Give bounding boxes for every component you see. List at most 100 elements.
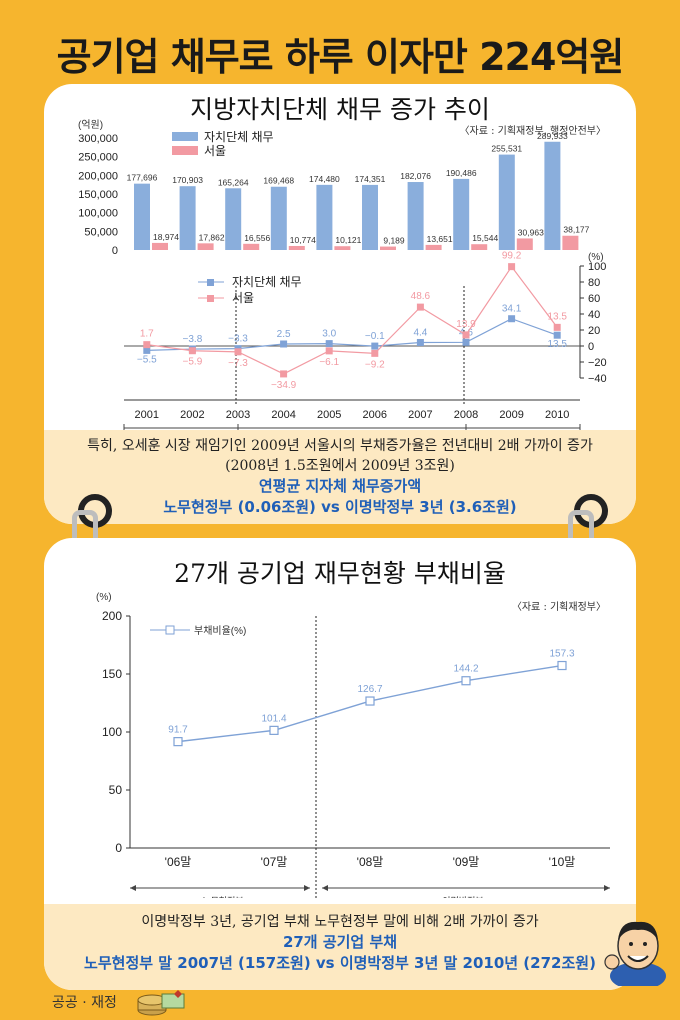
x-year-label: 2008 (454, 409, 478, 421)
bar-value-label: 289,933 (537, 131, 568, 141)
panel2-highlight-line1: 27개 공기업 부채 (282, 933, 398, 951)
line-series-local (146, 318, 558, 351)
panel1-source: 〈자료 : 기획재정부, 행정안전부〉 (459, 126, 606, 137)
liability-x-label: '06말 (165, 855, 192, 869)
line-value-label: 13.5 (547, 339, 567, 350)
debt-trend-panel: 지방자치단체 채무 증가 추이 〈자료 : 기획재정부, 행정안전부〉 (억원)… (44, 84, 636, 524)
liability-value-label: 157.3 (549, 649, 574, 660)
bar-local (498, 154, 515, 250)
bar-value-label: 38,177 (563, 225, 589, 235)
line-point (553, 323, 561, 331)
panel1-note-line2: (2008년 1.5조원에서 2009년 3조원) (225, 458, 455, 474)
bar-value-label: 15,544 (472, 233, 498, 243)
coins-icon (137, 990, 185, 1016)
liability-point (461, 676, 471, 686)
line-point (508, 263, 516, 271)
bar-value-label: 177,696 (127, 173, 158, 183)
line-y-tick: 40 (588, 309, 600, 321)
panel2-source: 〈자료 : 기획재정부〉 (511, 602, 606, 613)
bar-local (179, 186, 196, 250)
bar-value-label: 255,531 (491, 144, 522, 154)
bar-legend-swatch (172, 132, 198, 141)
panel2-note: 이명박정부 3년, 공기업 부채 노무현정부 말에 비해 2배 가까이 증가 2… (44, 904, 636, 990)
line-point (416, 303, 424, 311)
line-value-label: 13.5 (547, 311, 567, 322)
x-year-label: 2001 (135, 409, 159, 421)
line-point (188, 347, 196, 355)
bar-legend-swatch (172, 146, 198, 155)
page-title: 공기업 채무로 하루 이자만 224억원 (56, 35, 625, 79)
liability-point (173, 737, 183, 747)
bar-value-label: 9,189 (383, 236, 405, 246)
line-point (462, 331, 470, 339)
bar-value-label: 170,903 (172, 175, 203, 185)
liability-chart: (%) 200 150 100 50 0 91.7 101.4 126.7 144.2 157.… (96, 592, 610, 898)
liability-legend-marker (165, 625, 175, 635)
line-legend-marker (207, 279, 214, 286)
line-value-label: −7.3 (228, 358, 248, 369)
line-point (143, 346, 151, 354)
line-y-tick: −20 (588, 357, 607, 369)
bar-y-unit: (억원) (78, 119, 103, 131)
government-arrow (322, 885, 328, 891)
line-point (280, 340, 288, 348)
line-value-label: 13.9 (456, 319, 476, 330)
bar-seoul (516, 238, 533, 250)
bar-local (316, 184, 333, 250)
liability-value-label: 126.7 (357, 684, 382, 695)
bar-y-tick: 150,000 (78, 189, 118, 201)
line-point (280, 370, 288, 378)
government-arrow (130, 885, 136, 891)
line-value-label: 3.0 (322, 329, 336, 340)
liability-legend-label: 부채비율(%) (194, 625, 246, 637)
line-point (462, 338, 470, 346)
line-value-label: 48.6 (411, 291, 431, 302)
line-point (234, 348, 242, 356)
mascot-illustration (604, 921, 666, 986)
bar-legend-label: 자치단체 채무 (204, 130, 274, 144)
liability-y-tick: 150 (102, 667, 122, 681)
bar-value-label: 165,264 (218, 177, 249, 187)
bar-value-label: 174,351 (355, 174, 386, 184)
line-point (371, 349, 379, 357)
bar-local (134, 183, 150, 250)
bar-y-tick: 50,000 (84, 226, 118, 238)
bar-y-tick: 300,000 (78, 133, 118, 145)
line-y-unit: (%) (588, 252, 604, 263)
bar-value-label: 169,468 (263, 176, 294, 186)
line-point (553, 331, 561, 339)
bar-value-label: 10,774 (290, 235, 316, 245)
panel1-title: 지방자치단체 채무 증가 추이 (190, 95, 490, 124)
liability-value-label: 91.7 (168, 725, 188, 736)
line-value-label: −5.9 (183, 357, 203, 368)
line-legend-label: 자치단체 채무 (232, 275, 302, 289)
bar-local (544, 141, 561, 250)
liability-y-tick: 0 (115, 841, 122, 855)
panel1-note: 특히, 오세훈 시장 재임기인 2009년 서울시의 부채증가율은 전년대비 2… (44, 430, 636, 524)
bar-value-label: 13,651 (427, 234, 453, 244)
liability-point (365, 696, 375, 706)
government-label: 이명박정부 (442, 896, 483, 898)
panel1-highlight-line1: 연평균 지자체 채무증가액 (258, 477, 422, 495)
line-value-label: 4.4 (413, 327, 427, 338)
bar-y-tick: 0 (112, 245, 118, 257)
debt-charts: (억원) 300,000 250,000 200,000 150,000 100,000… (78, 119, 607, 444)
bar-value-label: 190,486 (446, 168, 477, 178)
bar-value-label: 16,556 (244, 233, 270, 243)
line-value-label: 99.2 (502, 251, 522, 262)
bar-seoul (288, 245, 305, 250)
line-y-tick: 80 (588, 277, 600, 289)
line-y-tick: 0 (588, 341, 594, 353)
liability-x-label: '09말 (453, 855, 480, 869)
panel2-note-line1: 이명박정부 3년, 공기업 부채 노무현정부 말에 비해 2배 가까이 증가 (141, 914, 539, 930)
panel2-highlight-line2: 노무현정부 말 2007년 (157조원) vs 이명박정부 3년 말 2010… (84, 954, 596, 972)
x-year-label: 2009 (499, 409, 523, 421)
bar-y-tick: 250,000 (78, 152, 118, 164)
bar-y-tick: 200,000 (78, 170, 118, 182)
bar-seoul (471, 244, 488, 250)
line-value-label: −5.5 (137, 354, 157, 365)
bar-legend-label: 서울 (204, 144, 226, 158)
liability-x-label: '10말 (549, 855, 576, 869)
line-point (508, 315, 516, 323)
government-label: 노무현정부 (202, 896, 243, 898)
